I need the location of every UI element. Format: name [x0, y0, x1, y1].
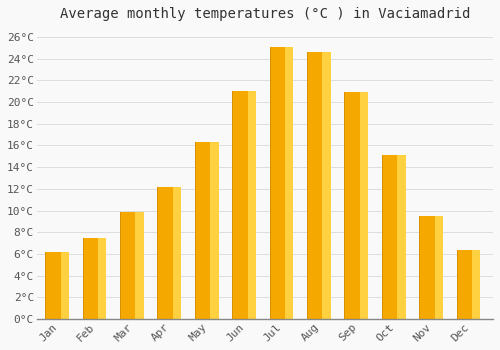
Bar: [307, 52, 326, 319]
Bar: [419, 216, 439, 319]
Bar: [98, 238, 106, 319]
Bar: [397, 155, 406, 319]
Bar: [434, 216, 443, 319]
Bar: [195, 142, 214, 319]
Title: Average monthly temperatures (°C ) in Vaciamadrid: Average monthly temperatures (°C ) in Va…: [60, 7, 470, 21]
Bar: [158, 187, 177, 319]
Bar: [45, 252, 65, 319]
Bar: [82, 238, 102, 319]
Bar: [210, 142, 218, 319]
Bar: [382, 155, 402, 319]
Bar: [456, 250, 476, 319]
Bar: [360, 92, 368, 319]
Bar: [270, 47, 289, 319]
Bar: [136, 212, 144, 319]
Bar: [120, 212, 140, 319]
Bar: [472, 250, 480, 319]
Bar: [60, 252, 69, 319]
Bar: [344, 92, 364, 319]
Bar: [322, 52, 331, 319]
Bar: [173, 187, 181, 319]
Bar: [248, 91, 256, 319]
Bar: [232, 91, 252, 319]
Bar: [285, 47, 294, 319]
